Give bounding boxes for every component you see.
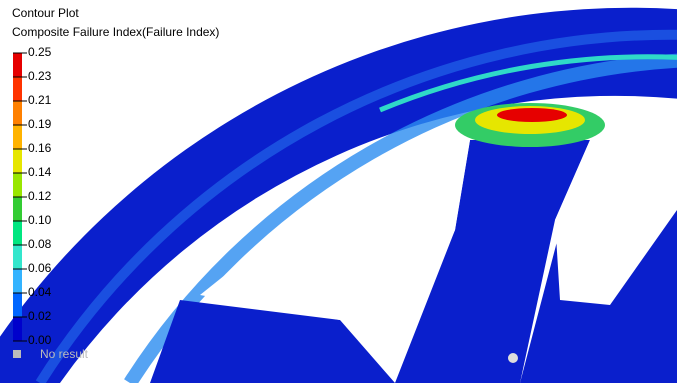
viewport: Contour Plot Composite Failure Index(Fai… [0,0,677,383]
legend-label: 0.25 [28,45,52,59]
model-view: Contour Plot Composite Failure Index(Fai… [0,0,677,383]
legend-label: 0.19 [28,117,52,131]
legend-label: 0.10 [28,213,52,227]
no-result-swatch [13,350,21,358]
legend-swatch [13,53,22,78]
legend-swatch [13,269,22,294]
title: Contour Plot [12,6,79,20]
legend-label: 0.00 [28,333,52,347]
legend-swatch [13,101,22,126]
legend-label: 0.12 [28,189,52,203]
legend-label: 0.02 [28,309,52,323]
legend-label: 0.21 [28,93,52,107]
legend-label: 0.23 [28,69,52,83]
node-marker [508,353,518,363]
no-result-label: No result [40,347,89,361]
legend-swatch [13,77,22,102]
legend-label: 0.14 [28,165,52,179]
subtitle: Composite Failure Index(Failure Index) [12,25,219,39]
legend-label: 0.16 [28,141,52,155]
legend-swatch [13,149,22,174]
legend-swatch [13,173,22,198]
legend-swatch [13,197,22,222]
stress-zone [497,108,567,122]
legend-swatch [13,317,22,342]
legend-swatch [13,221,22,246]
legend-label: 0.08 [28,237,52,251]
legend-swatch [13,293,22,318]
legend-swatch [13,245,22,270]
legend-swatch [13,125,22,150]
legend-label: 0.04 [28,285,52,299]
legend-label: 0.06 [28,261,52,275]
